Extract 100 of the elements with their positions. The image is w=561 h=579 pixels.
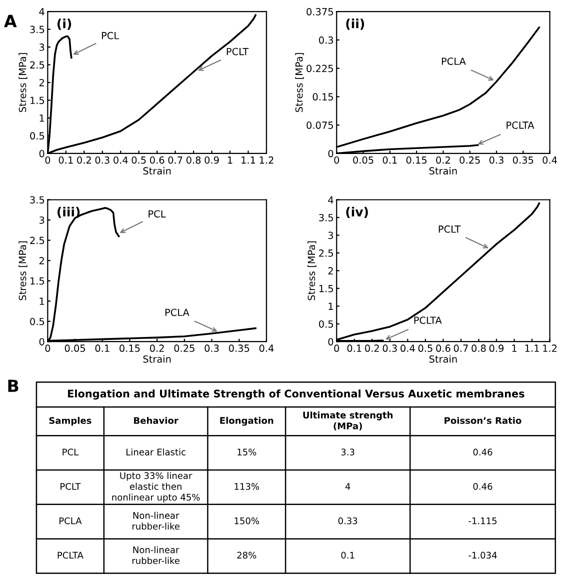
text: Non-linear rubber-like — [132, 512, 180, 530]
x-tick-label: 0.1 — [58, 156, 73, 164]
y-tick-label: 1 — [328, 302, 333, 310]
text: 28% — [237, 552, 256, 559]
x-tick-label: 0.35 — [512, 156, 534, 164]
y-tick-label: 0.075 — [306, 122, 333, 129]
text: 4 — [345, 483, 350, 490]
y-tick-label: 1 — [40, 298, 44, 305]
x-tick-label: 0 — [334, 344, 340, 352]
text: 3.3 — [341, 448, 354, 456]
text: PCLTA — [58, 552, 84, 559]
text: PCLA — [60, 517, 82, 524]
y-tick-label: 0.15 — [312, 93, 333, 101]
x-tick-label: 0.4 — [114, 156, 128, 164]
y-tick-label: 1.5 — [30, 277, 44, 285]
x-tick-label: 0.3 — [95, 156, 110, 164]
annotation: PCLA — [165, 308, 190, 316]
text: 0.1 — [341, 552, 354, 559]
annotation: PCLTA — [414, 316, 442, 324]
x-tick-label: 0.1 — [95, 344, 110, 352]
y-tick-label: 0 — [39, 338, 44, 346]
text: -1.034 — [468, 552, 497, 559]
y-axis-title: Stress [MPa] — [308, 241, 316, 300]
x-tick-label: 0.25 — [174, 344, 194, 352]
y-tick-label: 3.5 — [30, 196, 44, 204]
x-axis-title: Strain — [143, 167, 171, 175]
y-tick-label: 0.5 — [319, 320, 333, 328]
x-tick-label: 1.2 — [260, 156, 274, 164]
text: Linear Elastic — [126, 448, 186, 456]
y-tick-label: 1 — [40, 114, 44, 122]
y-tick-label: 4 — [328, 196, 334, 204]
y-tick-label: 1.5 — [30, 96, 44, 104]
x-tick-label: 0.15 — [406, 156, 427, 164]
y-tick-label: 0 — [39, 150, 44, 158]
text: -1.115 — [468, 518, 497, 524]
x-tick-label: 0.2 — [150, 344, 164, 352]
y-tick-label: 3.5 — [319, 214, 333, 222]
text: Upto 33% linear elastic then nonlinear upto 45% — [112, 472, 200, 502]
x-tick-label: 0 — [334, 156, 340, 164]
text: 15% — [238, 448, 256, 456]
y-axis-title: Stress [MPa] — [18, 53, 28, 112]
x-tick-label: 0.7 — [454, 344, 468, 352]
annotation: PCLA — [442, 58, 466, 65]
x-tick-label: 0.1 — [382, 156, 397, 164]
text: 0.46 — [473, 483, 492, 490]
x-axis-title: Strain — [143, 355, 171, 363]
annotation: (iv) — [346, 206, 368, 218]
x-tick-label: 0.2 — [365, 344, 379, 352]
x-tick-label: 0.8 — [472, 344, 486, 352]
annotation: PCLT — [438, 225, 461, 233]
annotation: PCL — [102, 32, 120, 40]
y-tick-label: 0.225 — [306, 64, 333, 72]
y-tick-label: 2.5 — [30, 236, 44, 244]
x-tick-label: 0.7 — [168, 156, 182, 164]
y-tick-label: 2.5 — [319, 249, 333, 257]
annotation: PCL — [148, 210, 166, 218]
x-tick-label: 0 — [45, 344, 50, 352]
x-tick-label: 1.2 — [543, 344, 557, 352]
x-tick-label: 0.05 — [353, 156, 374, 164]
y-tick-label: 2 — [328, 267, 333, 274]
annotation: (i) — [58, 18, 72, 30]
x-tick-label: 0.6 — [436, 344, 450, 352]
category-label: Ultimate strength (MPa) — [303, 412, 393, 430]
y-tick-label: 4 — [39, 8, 44, 16]
x-tick-label: 0.15 — [120, 344, 140, 352]
x-axis-title: Strain — [429, 167, 457, 175]
y-tick-label: 1.5 — [319, 285, 333, 292]
x-tick-label: 0.2 — [77, 156, 91, 164]
category-label: Poisson’s Ratio — [444, 416, 522, 424]
annotation: (iii) — [58, 206, 80, 218]
x-tick-label: 1 — [512, 344, 516, 352]
x-tick-label: 1.1 — [242, 156, 256, 164]
text: PCL — [62, 448, 79, 456]
y-tick-label: 3 — [39, 216, 44, 224]
y-tick-label: 0.5 — [30, 132, 44, 140]
y-tick-label: 0.5 — [30, 318, 44, 326]
text: Non-linear rubber-like — [132, 546, 180, 564]
category-label: Elongation — [220, 416, 274, 426]
y-tick-label: 0.3 — [319, 36, 334, 44]
x-tick-label: 0.2 — [436, 156, 450, 164]
x-tick-label: 0.8 — [186, 156, 201, 164]
y-tick-label: 0 — [328, 150, 334, 158]
x-tick-label: 0.9 — [204, 156, 219, 164]
x-tick-label: 0.3 — [489, 156, 504, 164]
y-tick-label: 3.5 — [30, 26, 44, 34]
x-tick-label: 0.6 — [150, 156, 164, 164]
text: B — [8, 380, 18, 392]
category-label: Behavior — [134, 416, 178, 424]
annotation: (ii) — [346, 18, 364, 30]
y-tick-label: 3 — [39, 44, 44, 51]
y-tick-label: 2 — [39, 257, 44, 264]
x-tick-label: 0.25 — [460, 156, 480, 164]
text: 0.33 — [338, 517, 358, 524]
y-tick-label: 3 — [328, 232, 334, 240]
text: 150% — [234, 517, 260, 524]
x-tick-label: 0.05 — [64, 344, 86, 352]
x-tick-label: 0 — [45, 156, 50, 164]
y-axis-title: Stress [MPa] — [18, 241, 28, 300]
text: A — [4, 14, 17, 28]
x-tick-label: 0.4 — [259, 344, 274, 352]
